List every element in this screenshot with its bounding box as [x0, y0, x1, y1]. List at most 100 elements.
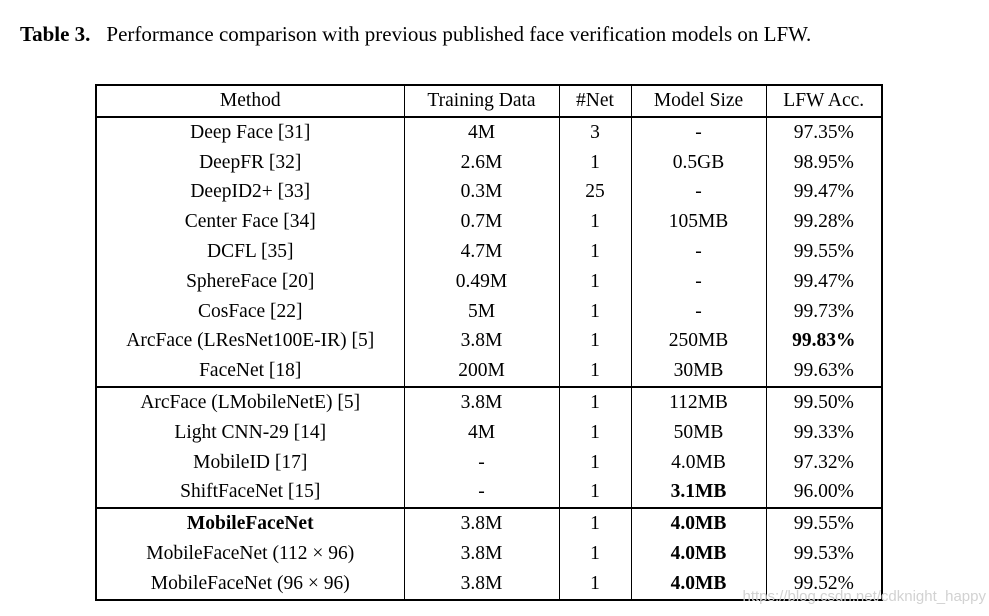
table-cell: 250MB — [630, 326, 766, 357]
table-cell: 1 — [558, 147, 631, 178]
table-cell: 99.55% — [765, 508, 882, 539]
table-cell: 3.8M — [403, 508, 559, 539]
table-cell: ShiftFaceNet [15] — [180, 481, 321, 503]
table-cell: DCFL [35] — [207, 240, 294, 262]
table-cell: MobileFaceNet — [186, 513, 314, 535]
table-caption-label: Table 3. — [20, 22, 91, 46]
table-body: Deep Face [31] 4M 3-97.35% DeepFR [32] 2.6M 1… — [96, 116, 882, 600]
column-header: Training Data — [403, 85, 559, 117]
table-cell: 99.52% — [765, 568, 882, 600]
table-row: MobileFaceNet (96 × 96) 3.8M 1 4.0MB 99.52% — [96, 568, 882, 600]
table-cell: 1 — [558, 417, 631, 448]
table-cell: MobileID [17] — [193, 451, 308, 473]
table-cell: 1 — [558, 266, 631, 297]
table-cell: 105MB — [630, 207, 766, 237]
table-cell: 99.63% — [765, 356, 882, 387]
table-cell: 50MB — [630, 417, 766, 448]
column-header: #Net — [558, 85, 631, 117]
table-cell: 99.50% — [765, 386, 882, 418]
table-cell: 1 — [558, 236, 631, 267]
table-cell: 99.47% — [765, 177, 882, 208]
table-cell: 99.28% — [765, 207, 882, 237]
table-cell: DeepID2+ [33] — [190, 181, 311, 203]
table-cell: 1 — [558, 207, 631, 237]
table-cell: 4.0MB — [630, 568, 766, 600]
table-cell: 4.0MB — [630, 447, 766, 478]
table-cell: 4M — [403, 417, 559, 448]
table-cell: 3.8M — [403, 386, 559, 418]
table-cell: - — [403, 447, 559, 478]
table-cell: 97.35% — [765, 116, 882, 148]
table-row: ArcFace (LResNet100E-IR) [5] 3.8M 1 250MB 99… — [96, 326, 882, 357]
table-row: FaceNet [18] 200M 1 30MB 99.63% — [96, 356, 882, 387]
table-row: Deep Face [31] 4M 3-97.35% — [96, 116, 882, 148]
table-caption: Table 3. Performance comparison with prev… — [20, 22, 811, 47]
column-header: Model Size — [630, 85, 766, 117]
table-cell: 4M — [403, 116, 559, 148]
table-cell: - — [630, 296, 766, 327]
table-cell: 1 — [558, 356, 631, 387]
table-cell: 96.00% — [765, 477, 882, 509]
table-row: DCFL [35] 4.7M 1-99.55% — [96, 236, 882, 267]
table-header-row: Method Training Data #Net Model Size LFW Acc… — [96, 85, 882, 117]
table-row: DeepID2+ [33] 0.3M 25-99.47% — [96, 177, 882, 208]
table-cell: 0.5GB — [630, 147, 766, 178]
table-cell: - — [630, 116, 766, 148]
table-cell: 3.8M — [403, 538, 559, 569]
table-cell: 3.1MB — [630, 477, 766, 509]
table-cell: Center Face [34] — [184, 211, 316, 233]
table-row: SphereFace [20] 0.49M 1-99.47% — [96, 266, 882, 297]
table-cell: FaceNet [18] — [199, 360, 302, 382]
table-cell: MobileFaceNet (112 × 96) — [146, 542, 355, 564]
table-caption-text: Performance comparison with previous pub… — [106, 22, 812, 46]
table-cell: 99.73% — [765, 296, 882, 327]
table-row: MobileID [17] -1 4.0MB 97.32% — [96, 447, 882, 478]
table-cell: 4.7M — [403, 236, 559, 267]
table-cell: Light CNN-29 [14] — [174, 421, 327, 443]
table-cell: SphereFace [20] — [186, 270, 315, 292]
table-cell: 3.8M — [403, 326, 559, 357]
table-cell: DeepFR [32] — [199, 151, 302, 173]
table-cell: 99.53% — [765, 538, 882, 569]
table-cell: 99.33% — [765, 417, 882, 448]
table-cell: 2.6M — [403, 147, 559, 178]
table-row: MobileFaceNet 3.8M 1 4.0MB 99.55% — [96, 508, 882, 539]
table-cell: ArcFace (LResNet100E-IR) [5] — [126, 330, 375, 352]
table-row: ShiftFaceNet [15] -1 3.1MB 96.00% — [96, 477, 882, 509]
table-cell: 3.8M — [403, 568, 559, 600]
table-cell: ArcFace (LMobileNetE) [5] — [140, 391, 361, 413]
table-cell: 1 — [558, 326, 631, 357]
table-cell: - — [403, 477, 559, 509]
table-cell: 30MB — [630, 356, 766, 387]
table-cell: 0.49M — [403, 266, 559, 297]
table-header: Method Training Data #Net Model Size LFW Acc… — [96, 85, 882, 117]
table-row: ArcFace (LMobileNetE) [5] 3.8M 1 112MB 99.50… — [96, 386, 882, 418]
table-row: CosFace [22] 5M 1-99.73% — [96, 296, 882, 327]
table-cell: 5M — [403, 296, 559, 327]
table-cell: 25 — [558, 177, 631, 208]
column-header: LFW Acc. — [765, 85, 882, 117]
table-cell: CosFace [22] — [197, 300, 303, 322]
table-cell: 112MB — [630, 386, 766, 418]
table-cell: - — [630, 266, 766, 297]
table-cell: 99.83% — [765, 326, 882, 357]
table-row: Light CNN-29 [14] 4M 1 50MB 99.33% — [96, 417, 882, 448]
table-cell: 1 — [558, 538, 631, 569]
performance-table: Method Training Data #Net Model Size LFW Acc… — [95, 84, 883, 601]
table-cell: 0.3M — [403, 177, 559, 208]
table-cell: 99.55% — [765, 236, 882, 267]
table-cell: 1 — [558, 447, 631, 478]
table-cell: 97.32% — [765, 447, 882, 478]
table-cell: 99.47% — [765, 266, 882, 297]
table-cell: 200M — [403, 356, 559, 387]
table-row: DeepFR [32] 2.6M 1 0.5GB 98.95% — [96, 147, 882, 178]
table-cell: Deep Face [31] — [190, 121, 311, 143]
table-cell: 1 — [558, 296, 631, 327]
table-cell: 1 — [558, 386, 631, 418]
watermark: https://blog.csdn.net/cdknight_happy — [742, 588, 986, 605]
table-cell: 98.95% — [765, 147, 882, 178]
table-cell: 1 — [558, 568, 631, 600]
table-cell: 4.0MB — [630, 508, 766, 539]
table-cell: - — [630, 177, 766, 208]
